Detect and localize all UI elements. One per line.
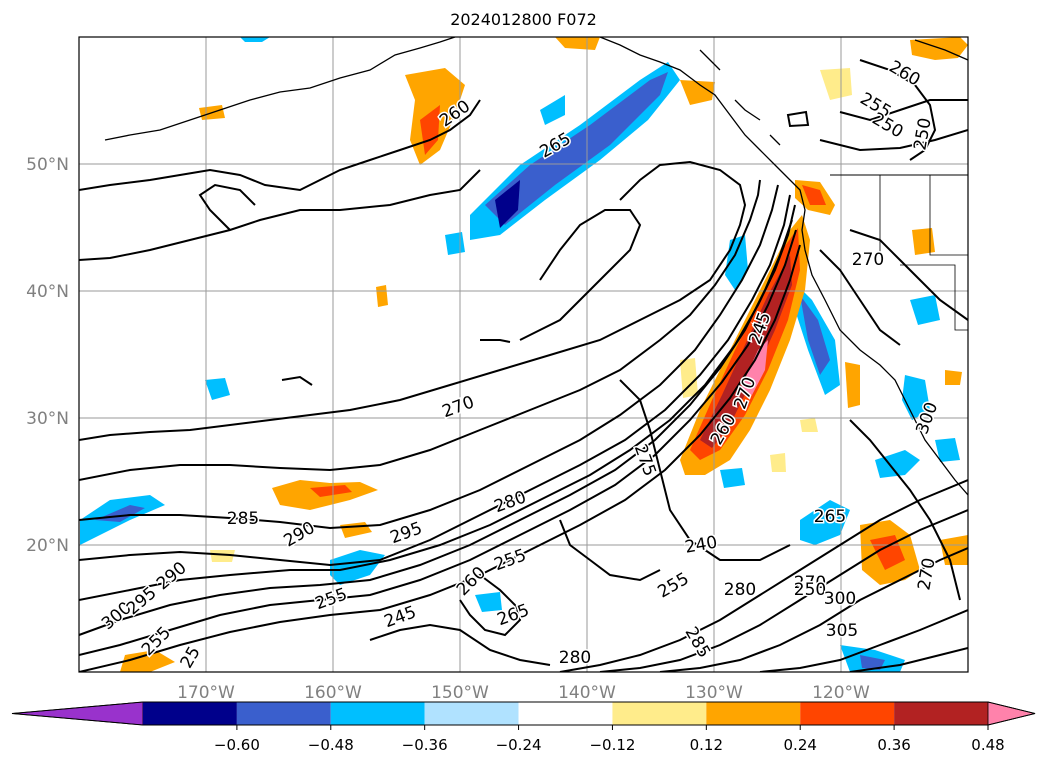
colorbar-swatch <box>894 702 988 725</box>
colorbar-tick-label: −0.36 <box>402 736 448 754</box>
colorbar-swatch <box>612 702 707 725</box>
contour-value-label: 280 <box>559 648 591 668</box>
lat-tick-label: 50°N <box>26 155 69 175</box>
negative-shading <box>80 37 960 672</box>
colorbar-tick-label: 0.12 <box>690 736 723 754</box>
contour-value-label: 255 <box>492 545 529 575</box>
colorbar-tick-label: −0.60 <box>214 736 260 754</box>
contour-value-label: 250 <box>794 580 826 600</box>
coastlines <box>104 37 968 496</box>
colorbar-swatch <box>143 702 237 725</box>
map-frame <box>78 36 969 673</box>
lat-axis-labels: 50°N 40°N 30°N 20°N <box>26 155 69 556</box>
lat-tick-label: 40°N <box>26 282 69 302</box>
lon-tick-label: 150°W <box>431 683 489 703</box>
colorbar-tick-label: 0.24 <box>784 736 817 754</box>
gridlines <box>79 37 968 672</box>
contour-value-label: 270 <box>794 573 826 593</box>
lat-tick-label: 30°N <box>26 409 69 429</box>
contour-value-label: 305 <box>826 621 858 641</box>
colorbar-tick-label: 0.48 <box>971 736 1004 754</box>
lon-tick-label: 160°W <box>304 683 362 703</box>
colorbar-tick-label: −0.24 <box>496 736 542 754</box>
colorbar-extend-min <box>11 701 144 726</box>
lon-tick-label: 140°W <box>558 683 616 703</box>
colorbar-tick-label: −0.48 <box>308 736 354 754</box>
colorbar-swatch <box>424 702 519 725</box>
lat-tick-label: 20°N <box>26 536 69 556</box>
contour-value-label: 280 <box>724 580 756 600</box>
colorbar-swatch <box>330 702 425 725</box>
contour-value-label: 300 <box>824 589 856 609</box>
lon-tick-label: 130°W <box>685 683 743 703</box>
contour-value-label: 265 <box>814 507 846 527</box>
lon-axis-labels: 170°W 160°W 150°W 140°W 130°W 120°W <box>177 683 870 703</box>
contour-lines <box>79 59 968 672</box>
map-title: 2024012800 F072 <box>450 10 597 29</box>
colorbar-outline <box>11 701 1036 726</box>
colorbar-extend-max <box>987 701 1036 726</box>
colorbar: −0.60 −0.48 −0.36 −0.24 −0.12 0.12 0.24 0.36 0.4… <box>11 701 1036 754</box>
positive-shading <box>120 37 968 672</box>
colorbar-swatch <box>706 702 801 725</box>
contour-value-label: 285 <box>227 509 259 529</box>
colorbar-tick-label: −0.12 <box>589 736 635 754</box>
lon-tick-label: 120°W <box>812 683 870 703</box>
lon-tick-label: 170°W <box>177 683 235 703</box>
colorbar-swatch <box>518 702 613 725</box>
colorbar-tick-label: 0.36 <box>877 736 910 754</box>
colorbar-swatch <box>800 702 895 725</box>
colorbar-swatch <box>236 702 331 725</box>
contour-value-label: 270 <box>852 250 884 270</box>
